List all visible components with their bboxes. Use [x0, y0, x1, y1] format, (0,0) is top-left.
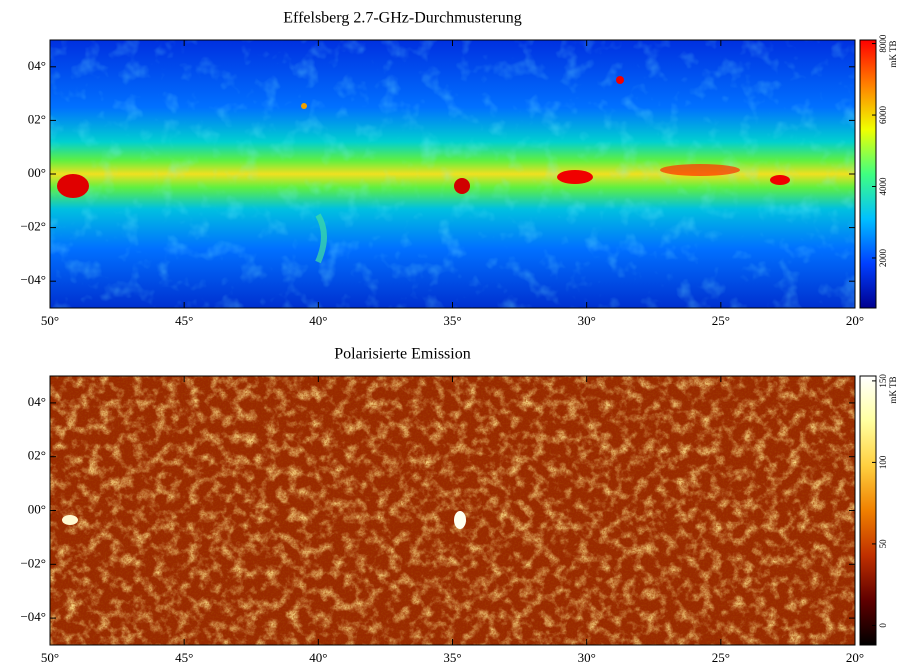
panel-title: Effelsberg 2.7-GHz-Durchmusterung [283, 10, 521, 27]
colorbar [860, 376, 876, 645]
x-tick-label: 20° [846, 650, 864, 665]
figure: Effelsberg 2.7-GHz-Durchmusterung 50° 45° 4… [0, 0, 902, 667]
y-tick-label: −04° [20, 609, 46, 624]
y-tick-label: −02° [20, 555, 46, 570]
y-tick-label: 04° [28, 394, 46, 409]
y-tick-label: −04° [20, 272, 46, 287]
x-tick-label: 40° [309, 313, 327, 328]
y-tick-label: 04° [28, 58, 46, 73]
colorbar-tick-label: 150 [878, 374, 888, 388]
x-tick-label: 50° [41, 313, 59, 328]
y-tick-label: −02° [20, 219, 46, 234]
panel-title: Polarisierte Emission [334, 346, 470, 363]
colorbar-tick-label: 4000 [878, 177, 888, 196]
y-tick-label: 02° [28, 111, 46, 126]
colorbar [860, 40, 876, 308]
x-tick-label: 45° [175, 313, 193, 328]
colorbar-label: mK TB [888, 40, 898, 67]
colorbar-tick-label: 6000 [878, 106, 888, 125]
radio-map [50, 40, 855, 308]
x-tick-label: 30° [578, 650, 596, 665]
x-tick-label: 20° [846, 313, 864, 328]
colorbar-label: mK TB [888, 376, 898, 403]
x-tick-label: 25° [712, 650, 730, 665]
y-tick-label: 00° [28, 501, 46, 516]
x-tick-label: 50° [41, 650, 59, 665]
colorbar-tick-label: 50 [878, 539, 888, 549]
y-tick-label: 00° [28, 165, 46, 180]
colorbar-tick-label: 100 [878, 455, 888, 469]
x-tick-label: 35° [443, 313, 461, 328]
x-tick-label: 30° [578, 313, 596, 328]
colorbar-tick-label: 2000 [878, 248, 888, 267]
polarisation-map [50, 376, 855, 645]
colorbar-tick-label: 0 [878, 623, 888, 628]
y-tick-label: 02° [28, 448, 46, 463]
x-tick-label: 25° [712, 313, 730, 328]
x-tick-label: 45° [175, 650, 193, 665]
colorbar-tick-label: 8000 [878, 34, 888, 53]
x-tick-label: 35° [443, 650, 461, 665]
x-tick-label: 40° [309, 650, 327, 665]
